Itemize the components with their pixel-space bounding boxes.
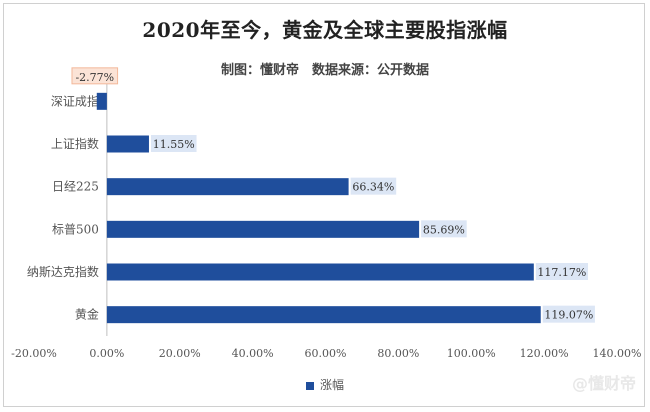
value-label-bg xyxy=(150,135,197,152)
bar xyxy=(96,92,107,110)
x-tick-label: 0.00% xyxy=(89,347,124,360)
category-label: 上证指数 xyxy=(51,136,99,151)
value-label-bg xyxy=(542,305,595,323)
category-label: 深证成指 xyxy=(51,93,99,108)
x-tick-label: 20.00% xyxy=(159,347,201,360)
bar xyxy=(106,135,149,153)
value-label-bg xyxy=(350,177,397,195)
chart-title: 2020年至今，黄金及全球主要股指涨幅 xyxy=(142,18,508,42)
legend: 涨幅 xyxy=(0,376,650,393)
category-label: 纳斯达克指数 xyxy=(27,264,99,279)
watermark: @懂财帝 xyxy=(571,374,636,393)
value-label-bg xyxy=(71,67,119,85)
x-tick-label: 40.00% xyxy=(232,347,274,360)
category-label: 黄金 xyxy=(75,307,99,322)
value-label: 85.69% xyxy=(423,223,465,236)
bar xyxy=(106,178,349,196)
x-tick-label: -20.00% xyxy=(11,347,57,360)
x-tick-label: 140.00% xyxy=(593,347,642,360)
x-tick-label: 120.00% xyxy=(520,347,569,360)
legend-label: 涨幅 xyxy=(319,378,344,392)
category-label: 日经225 xyxy=(52,180,99,194)
value-label-bg xyxy=(421,220,467,238)
x-tick-label: 100.00% xyxy=(447,347,496,360)
value-label: 119.07% xyxy=(544,309,593,322)
chart-frame xyxy=(3,3,645,407)
category-label: 标普500 xyxy=(52,222,99,236)
x-tick-label: 60.00% xyxy=(305,347,347,360)
value-label-bg xyxy=(535,263,589,280)
bar xyxy=(106,306,541,324)
bar xyxy=(106,220,420,238)
value-label: 11.55% xyxy=(153,138,195,151)
legend-swatch xyxy=(305,381,314,390)
value-label: 66.34% xyxy=(352,181,394,194)
value-label: -2.77% xyxy=(75,71,114,84)
bar xyxy=(106,263,534,281)
chart-subtitle: 制图：懂财帝 数据来源：公开数据 xyxy=(220,63,429,78)
value-label: 117.17% xyxy=(537,266,586,279)
x-tick-label: 80.00% xyxy=(377,347,419,360)
